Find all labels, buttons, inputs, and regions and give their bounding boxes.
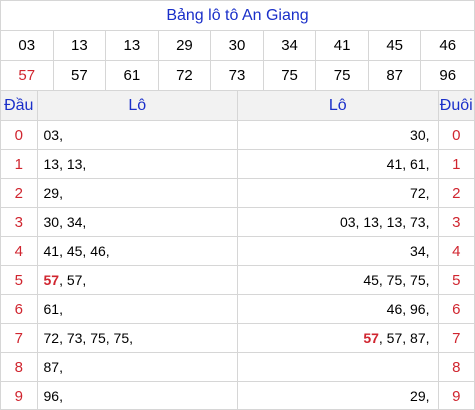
lo-left-cell: 96,: [37, 381, 238, 410]
prize-number: 75: [263, 61, 317, 91]
lo-numbers: , 57, 87,: [378, 330, 430, 346]
lo-right-cell: 46, 96,: [237, 294, 439, 324]
lo-numbers: 30, 34,: [43, 214, 87, 230]
lo-left-cell: 87,: [37, 352, 238, 382]
lo-right-cell: 34,: [237, 236, 439, 266]
prize-number: 96: [421, 61, 474, 91]
prize-number: 03: [1, 31, 54, 61]
lo-left-cell: 29,: [37, 178, 238, 208]
header-duoi: Đuôi: [438, 91, 474, 121]
prize-number: 46: [421, 31, 474, 61]
lo-numbers: 46, 96,: [386, 301, 430, 317]
duoi-digit: 4: [438, 236, 474, 266]
dau-digit: 9: [1, 381, 38, 410]
table-row: 9 96, 29, 9: [1, 381, 474, 410]
prize-number: 57: [53, 61, 107, 91]
dau-digit: 3: [1, 207, 38, 237]
duoi-digit: 8: [438, 352, 474, 382]
dau-digit: 7: [1, 323, 38, 353]
dau-digit: 0: [1, 120, 38, 150]
duoi-digit: 0: [438, 120, 474, 150]
duoi-digit: 5: [438, 265, 474, 295]
table-row: 1 13, 13, 41, 61, 1: [1, 149, 474, 179]
lo-numbers: 96,: [43, 388, 63, 404]
lo-left-cell: 57, 57,: [37, 265, 238, 295]
prize-number: 13: [106, 31, 159, 61]
lo-numbers: 61,: [43, 301, 63, 317]
prize-number: 30: [211, 31, 264, 61]
prize-number: 75: [316, 61, 369, 91]
prize-number: 61: [106, 61, 159, 91]
lo-numbers: 03, 13, 13, 73,: [339, 214, 430, 230]
dau-digit: 8: [1, 352, 38, 382]
lo-numbers: 41, 61,: [386, 156, 430, 172]
lo-numbers: 34,: [410, 243, 430, 259]
table-row: 0 03, 30, 0: [1, 120, 474, 150]
prize-number: 41: [316, 31, 369, 61]
lo-right-cell: 29,: [237, 381, 439, 410]
table-header-row: Đầu Lô Lô Đuôi: [1, 91, 474, 121]
dau-digit: 1: [1, 149, 38, 179]
lo-numbers: 13, 13,: [43, 156, 87, 172]
lo-numbers: , 57,: [59, 272, 87, 288]
duoi-digit: 2: [438, 178, 474, 208]
header-lo-right: Lô: [237, 91, 439, 121]
lo-right-cell: 03, 13, 13, 73,: [237, 207, 439, 237]
lo-numbers: 72,: [410, 185, 430, 201]
lo-numbers: 45, 75, 75,: [363, 272, 430, 288]
duoi-digit: 7: [438, 323, 474, 353]
lo-numbers: 29,: [43, 185, 63, 201]
lo-numbers: 41, 45, 46,: [43, 243, 110, 259]
duoi-digit: 6: [438, 294, 474, 324]
loto-table: Đầu Lô Lô Đuôi 0 03, 30, 0 1 13, 13, 41, 61, 1 2…: [1, 91, 474, 410]
dau-digit: 6: [1, 294, 38, 324]
header-dau: Đầu: [1, 91, 38, 121]
table-row: 4 41, 45, 46, 34, 4: [1, 236, 474, 266]
duoi-digit: 9: [452, 387, 461, 405]
lo-numbers: 03,: [43, 127, 63, 143]
table-row: 8 87, 8: [1, 352, 474, 382]
lo-right-cell: 41, 61,: [237, 149, 439, 179]
prize-number: 13: [53, 31, 107, 61]
lo-numbers: 87,: [43, 359, 63, 375]
board-title: Bảng lô tô An Giang: [1, 1, 474, 31]
lo-numbers: 29,: [410, 388, 430, 404]
lo-left-cell: 13, 13,: [37, 149, 238, 179]
lo-left-cell: 30, 34,: [37, 207, 238, 237]
prize-number: 29: [158, 31, 212, 61]
table-row: 5 57, 57, 45, 75, 75, 5: [1, 265, 474, 295]
table-row: 7 72, 73, 75, 75, 57, 57, 87, 7: [1, 323, 474, 353]
table-row: 2 29, 72, 2: [1, 178, 474, 208]
header-lo-left: Lô: [37, 91, 238, 121]
prize-number: 34: [263, 31, 317, 61]
lo-right-cell: 45, 75, 75,: [237, 265, 439, 295]
lo-left-cell: 03,: [37, 120, 238, 150]
lo-numbers: 30,: [410, 127, 430, 143]
duoi-digit: 1: [438, 149, 474, 179]
lo-right-cell: 72,: [237, 178, 439, 208]
table-row: 3 30, 34, 03, 13, 13, 73, 3: [1, 207, 474, 237]
prize-number: 73: [211, 61, 264, 91]
highlight-number: 57: [363, 330, 379, 346]
prize-number: 72: [158, 61, 212, 91]
lo-left-cell: 61,: [37, 294, 238, 324]
prize-numbers-grid: 03 13 13 29 30 34 41 45 46 57 57 61 72 73 75 75 87 96: [1, 31, 474, 91]
dau-digit: 4: [1, 236, 38, 266]
prize-number: 45: [368, 31, 422, 61]
lo-right-cell: 57, 57, 87,: [237, 323, 439, 353]
table-row: 6 61, 46, 96, 6: [1, 294, 474, 324]
prize-number: 57: [1, 61, 54, 91]
lo-left-cell: 72, 73, 75, 75,: [37, 323, 238, 353]
prize-number: 87: [368, 61, 422, 91]
dau-digit: 2: [1, 178, 38, 208]
lo-numbers: 72, 73, 75, 75,: [43, 330, 134, 346]
lo-right-cell: [237, 352, 439, 382]
highlight-number: 57: [43, 272, 60, 288]
lo-left-cell: 41, 45, 46,: [37, 236, 238, 266]
duoi-digit: 3: [438, 207, 474, 237]
dau-digit: 5: [1, 265, 38, 295]
lo-right-cell: 30,: [237, 120, 439, 150]
